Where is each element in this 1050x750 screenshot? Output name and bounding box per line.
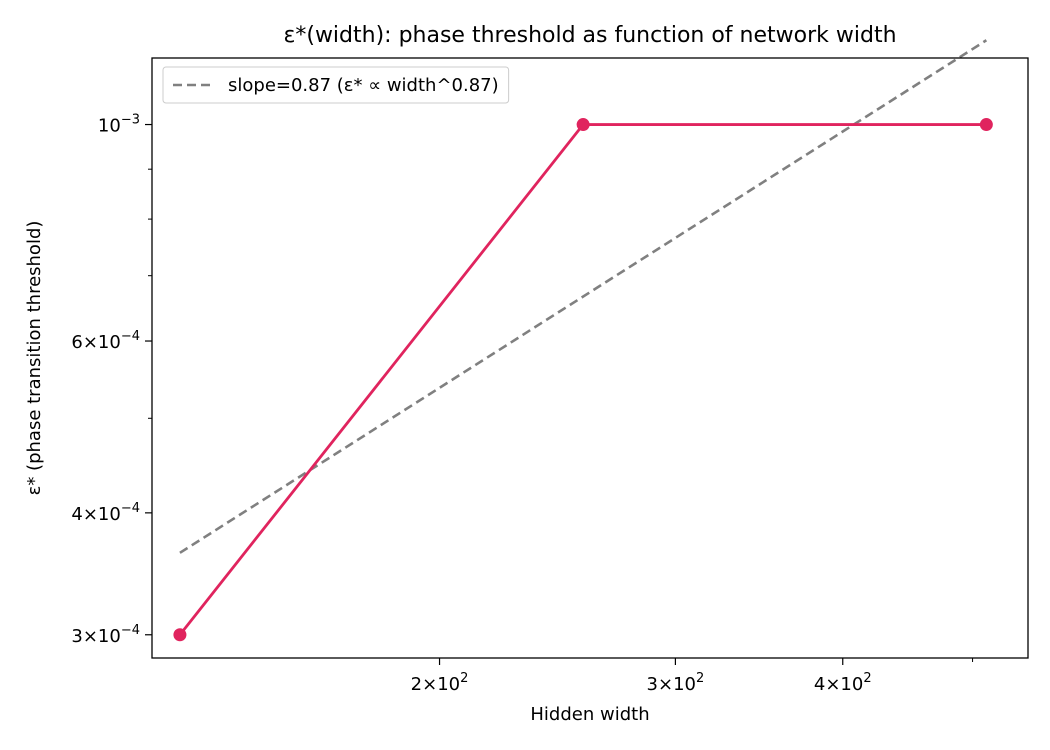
data-point (173, 628, 187, 642)
x-axis-label: Hidden width (530, 704, 649, 725)
data-point (576, 118, 590, 132)
legend-label: slope=0.87 (ε* ∝ width^0.87) (228, 75, 499, 96)
legend: slope=0.87 (ε* ∝ width^0.87) (162, 66, 510, 104)
y-tick-label: 4×10−4 (71, 501, 140, 525)
x-tick-label: 4×102 (814, 671, 872, 695)
y-tick-label: 6×10−4 (71, 329, 140, 353)
plot-frame (151, 57, 1029, 659)
y-tick-label: 3×10−4 (71, 623, 140, 647)
y-axis: 3×10−4 4×10−4 6×10−4 10−3 (71, 113, 152, 647)
plot-area (173, 39, 993, 642)
data-point (979, 118, 993, 132)
x-tick-label: 3×102 (647, 671, 705, 695)
chart-title: ε*(width): phase threshold as function o… (283, 23, 896, 48)
x-axis: 2×102 3×102 4×102 (411, 658, 974, 695)
y-axis-label: ε* (phase transition threshold) (24, 221, 45, 496)
y-tick-label: 10−3 (98, 113, 140, 137)
legend-box (162, 66, 510, 104)
series-line (178, 123, 987, 636)
x-tick-label: 2×102 (411, 671, 469, 695)
fit-line (179, 39, 988, 554)
